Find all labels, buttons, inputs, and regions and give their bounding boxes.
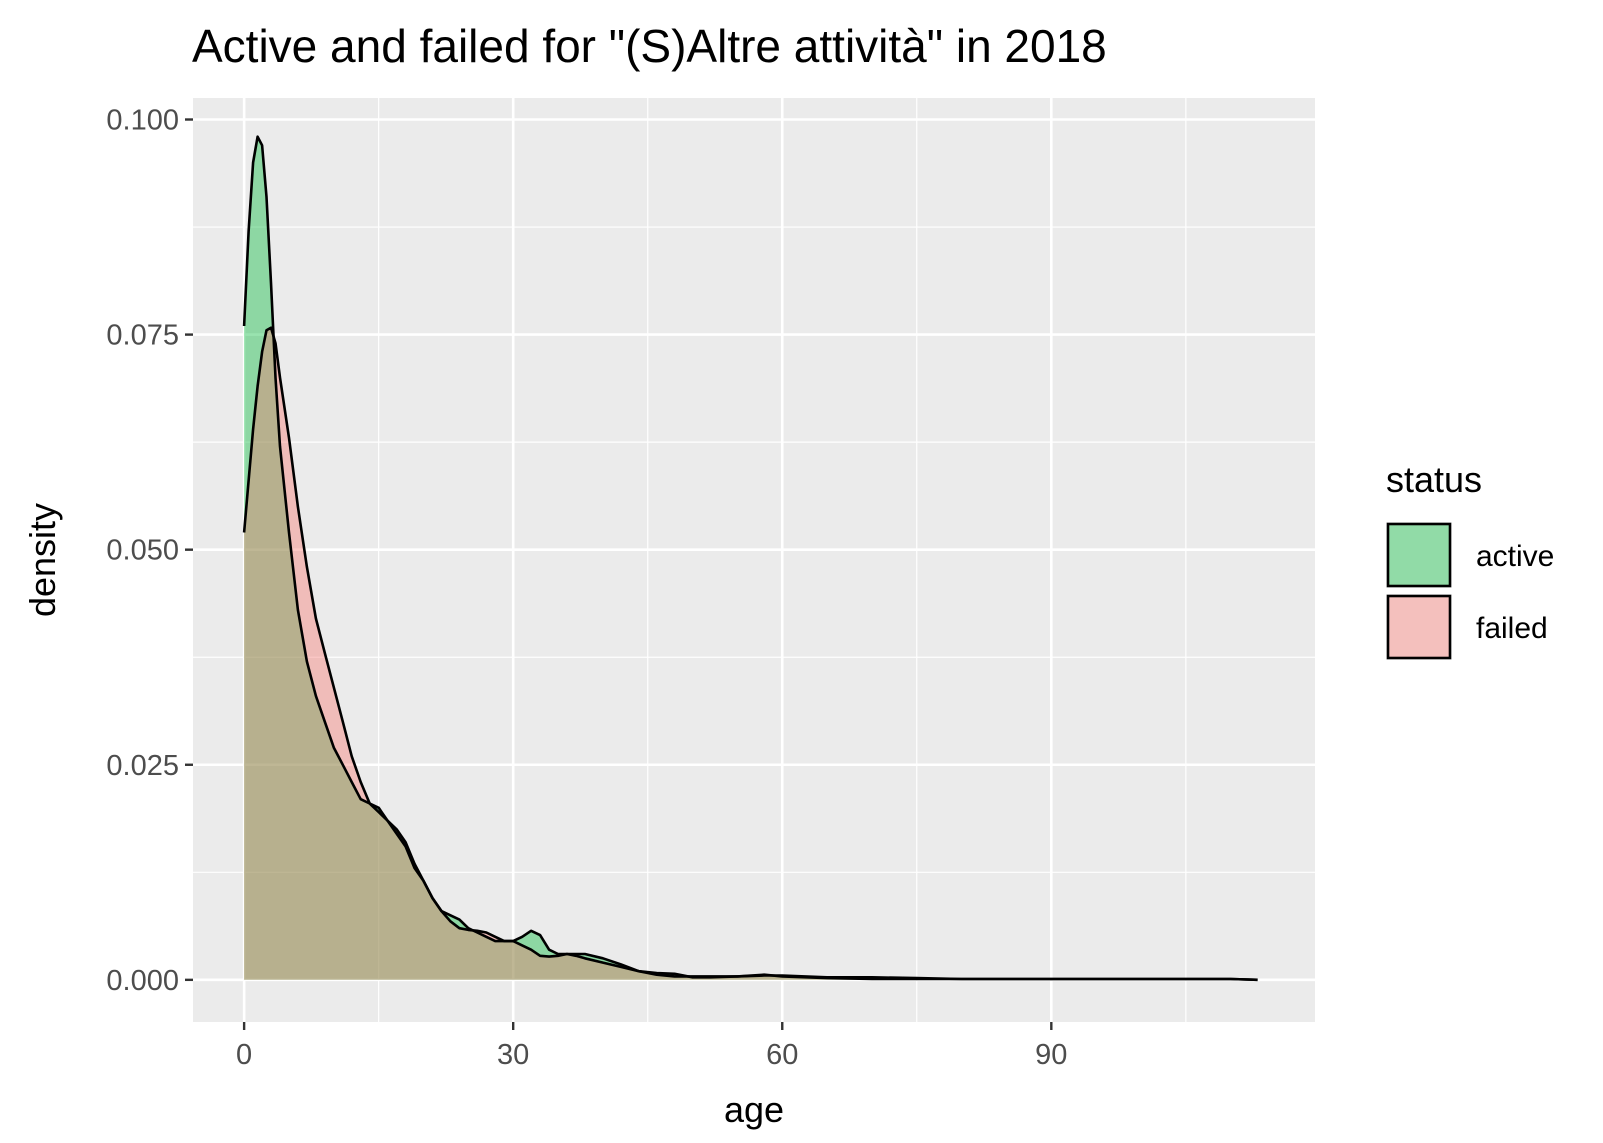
y-axis-title: density <box>22 503 63 617</box>
density-areas <box>242 135 1258 982</box>
legend-key-bg-failed <box>1386 594 1452 660</box>
y-tick-label-1: 0.025 <box>106 750 179 782</box>
y-tick-label-4: 0.100 <box>106 105 179 137</box>
y-tick-label-2: 0.050 <box>106 535 179 567</box>
y-tick-label-3: 0.075 <box>106 320 179 352</box>
legend: status active failed <box>1386 459 1554 660</box>
legend-label-failed: failed <box>1476 612 1548 645</box>
grid-minor <box>193 98 1315 1022</box>
legend-key-bg-active <box>1386 522 1452 588</box>
grid-major <box>193 98 1315 1022</box>
x-axis-title: age <box>724 1089 784 1130</box>
legend-key-failed <box>1386 594 1452 660</box>
plot-panel <box>193 98 1315 1022</box>
legend-key-active <box>1386 522 1452 588</box>
line-failed <box>242 326 1258 982</box>
x-tick-label-2: 60 <box>766 1039 798 1071</box>
y-axis: 0.000 0.025 0.050 0.075 0.100 <box>106 105 193 997</box>
x-axis: 0 30 60 90 <box>236 1022 1067 1071</box>
legend-title: status <box>1386 459 1482 500</box>
area-active <box>244 136 1258 980</box>
chart-title: Active and failed for "(S)Altre attività… <box>192 20 1107 72</box>
area-failed <box>244 327 1258 980</box>
x-tick-label-0: 0 <box>236 1039 252 1071</box>
x-tick-label-3: 90 <box>1035 1039 1067 1071</box>
x-tick-label-1: 30 <box>497 1039 529 1071</box>
legend-items: active failed <box>1386 522 1554 660</box>
legend-label-active: active <box>1476 540 1554 573</box>
y-tick-label-0: 0.000 <box>106 965 179 997</box>
